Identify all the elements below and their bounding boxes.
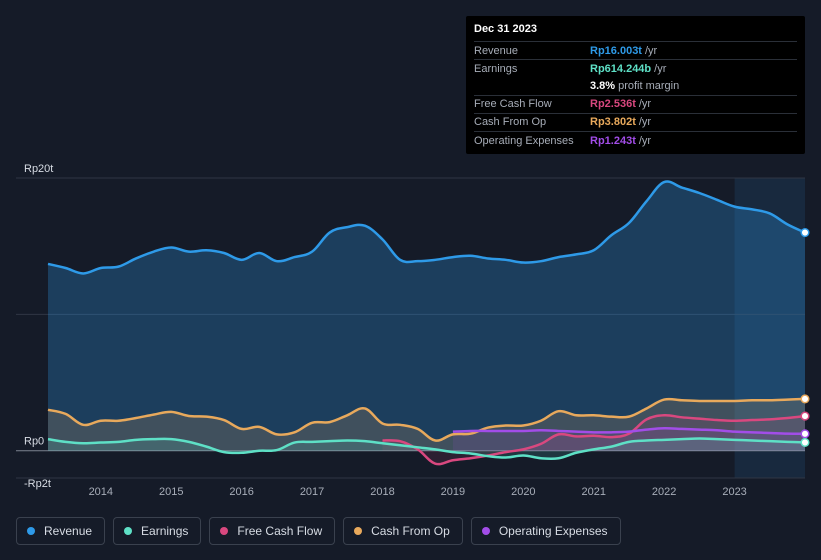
legend-label: Free Cash Flow — [237, 524, 323, 538]
tooltip-value: Rp2.536t — [590, 98, 636, 111]
legend-dot-icon — [354, 527, 363, 535]
x-tick-label: 2014 — [89, 486, 113, 498]
line-cash-from-op — [47, 397, 806, 442]
end-dot-cash-from-op — [800, 394, 810, 404]
x-tick-label: 2020 — [511, 486, 535, 498]
legend-dot-icon — [27, 527, 35, 535]
tooltip-unit: /yr — [638, 116, 652, 129]
line-revenue — [47, 180, 806, 275]
y-tick-label: -Rp2t — [24, 478, 51, 490]
tooltip-value: Rp16.003t — [590, 44, 642, 57]
tooltip-value: Rp3.802t — [590, 116, 636, 129]
area-free-cash-flow — [382, 415, 805, 465]
tooltip-row-free-cash-flow: Free Cash Flow Rp2.536t /yr — [474, 94, 797, 113]
series-lines — [47, 180, 806, 466]
legend-label: Operating Expenses — [498, 524, 608, 538]
tooltip-unit: /yr — [654, 62, 667, 75]
series-areas — [48, 181, 805, 465]
end-dot-earnings — [800, 437, 810, 447]
tooltip-date: Dec 31 2023 — [474, 23, 537, 35]
x-tick-label: 2022 — [652, 486, 676, 498]
legend-item-revenue[interactable]: Revenue — [16, 517, 106, 545]
tooltip-row-earnings: Earnings Rp614.244b /yr — [474, 59, 797, 77]
x-tick-label: 2023 — [722, 486, 746, 498]
legend-label: Revenue — [44, 524, 93, 538]
tooltip-label: Cash From Op — [474, 116, 547, 129]
legend-item-cash-from-op[interactable]: Cash From Op — [343, 517, 463, 545]
tooltip-value: Rp1.243t — [590, 134, 636, 147]
end-dot-operating-expenses — [800, 429, 810, 439]
x-tick-label: 2017 — [300, 486, 324, 498]
line-free-cash-flow — [382, 413, 806, 466]
legend-item-earnings[interactable]: Earnings — [113, 517, 202, 545]
x-tick-label: 2019 — [441, 486, 465, 498]
tooltip-row-revenue: Revenue Rp16.003t /yr — [474, 41, 797, 59]
legend-label: Earnings — [141, 524, 189, 538]
tooltip-label: Earnings — [474, 62, 518, 75]
tooltip-margin-text: profit margin — [618, 79, 680, 92]
end-dot-revenue — [800, 227, 810, 238]
line-earnings — [47, 437, 806, 461]
x-tick-label: 2018 — [370, 486, 394, 498]
x-tick-label: 2015 — [159, 486, 183, 498]
tooltip-row-operating-expenses: Operating Expenses Rp1.243t /yr — [474, 130, 797, 149]
gridlines — [16, 177, 805, 479]
tooltip-unit: /yr — [638, 134, 652, 147]
y-axis-labels: Rp20t Rp0 -Rp2t — [24, 163, 53, 490]
tooltip-row-profit-margin: 3.8% profit margin — [474, 77, 797, 94]
legend-label: Cash From Op — [371, 524, 450, 538]
legend: Revenue Earnings Free Cash Flow Cash Fro… — [16, 517, 621, 545]
tooltip-label: Revenue — [474, 44, 519, 57]
series-end-dots — [800, 227, 810, 447]
tooltip-label: Operating Expenses — [474, 134, 574, 147]
y-tick-label: Rp0 — [24, 436, 44, 448]
legend-item-free-cash-flow[interactable]: Free Cash Flow — [209, 517, 336, 545]
tooltip: Dec 31 2023 Revenue Rp16.003t /yr Earnin… — [466, 16, 805, 154]
x-tick-label: 2016 — [229, 486, 253, 498]
tooltip-row-cash-from-op: Cash From Op Rp3.802t /yr — [474, 112, 797, 131]
line-operating-expenses — [452, 426, 806, 436]
tooltip-margin-value: 3.8% — [590, 79, 616, 92]
x-axis-labels: 2014 2015 2016 2017 2018 2019 2020 2021 2022 2023 — [89, 486, 747, 498]
legend-dot-icon — [481, 527, 490, 535]
tooltip-label: Free Cash Flow — [474, 98, 552, 111]
legend-item-operating-expenses[interactable]: Operating Expenses — [470, 517, 621, 545]
area-revenue — [48, 181, 805, 451]
legend-dot-icon — [220, 527, 229, 535]
legend-dot-icon — [124, 527, 133, 535]
tooltip-unit: /yr — [638, 98, 652, 111]
x-tick-label: 2021 — [582, 486, 606, 498]
tooltip-unit: /yr — [644, 44, 658, 57]
tooltip-value: Rp614.244b — [590, 62, 652, 75]
y-tick-label: Rp20t — [24, 163, 53, 175]
end-dot-free-cash-flow — [800, 411, 810, 421]
